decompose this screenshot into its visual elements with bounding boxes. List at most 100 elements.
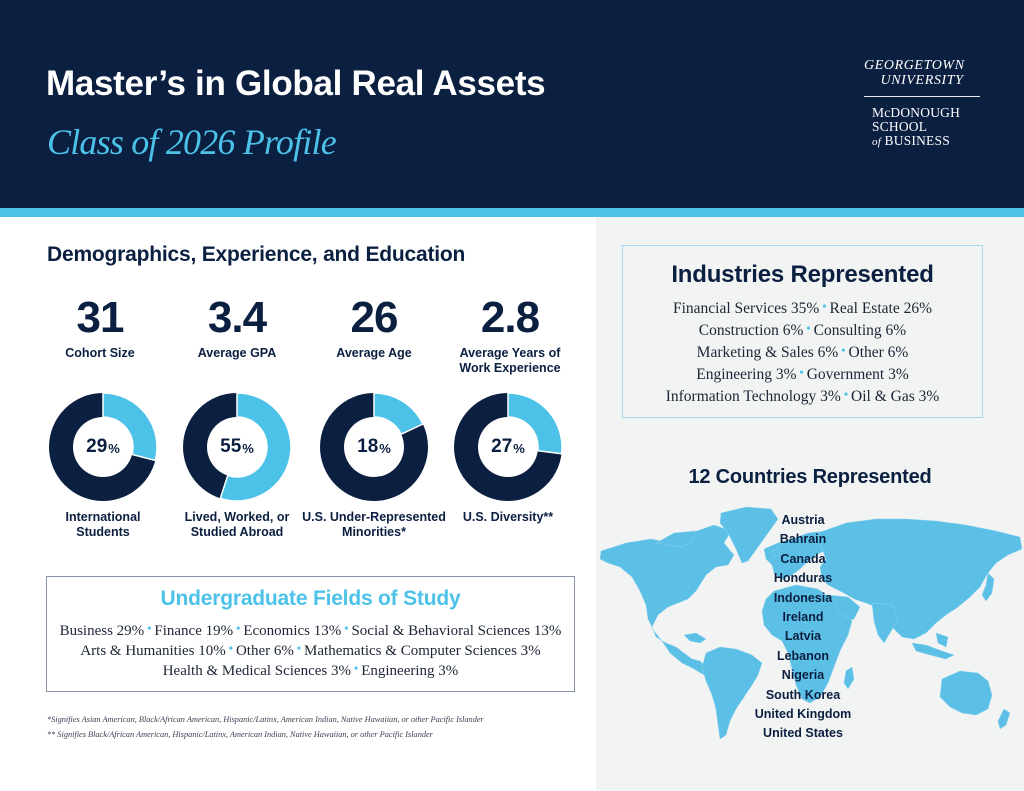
list-line: Arts & Humanities 10% • Other 6% • Mathemati… [47, 641, 574, 661]
bullet-separator-icon: • [806, 321, 811, 335]
donut-hole [344, 417, 404, 477]
country-list: Austria Bahrain Canada Honduras Indonesia Ire… [722, 511, 884, 744]
bullet-separator-icon: • [147, 621, 152, 635]
donut-label-line1: U.S. Diversity** [462, 510, 554, 524]
donut-value: 18 [357, 436, 379, 457]
stat-value: 26 [350, 293, 399, 342]
bullet-separator-icon: • [799, 365, 804, 379]
footnotes: *Signifies Asian American, Black/African… [47, 712, 484, 742]
list-item: Information Technology 3% [665, 388, 841, 405]
demographics-heading: Demographics, Experience, and Education [47, 243, 466, 266]
donut-label-line1: International [65, 510, 141, 524]
list-item: Economics 13% [243, 623, 342, 639]
donut-label-line1: Lived, Worked, or [184, 510, 290, 524]
donut-hole [73, 417, 133, 477]
list-item: Ireland [782, 610, 824, 625]
list-item: Engineering 3% [696, 366, 797, 383]
bullet-separator-icon: • [841, 343, 846, 357]
list-line: Marketing & Sales 6% • Other 6% [623, 342, 982, 364]
bullet-separator-icon: • [354, 661, 359, 675]
list-item: Lebanon [776, 648, 830, 663]
logo-school-line1: McDONOUGH [872, 105, 961, 120]
stat-value: 31 [76, 293, 125, 342]
page-title: Master’s in Global Real Assets [46, 64, 546, 103]
stat-value: 3.4 [207, 293, 267, 342]
logo-university: GEORGETOWN UNIVERSITY [864, 58, 980, 88]
donut-value: 29 [86, 436, 108, 457]
list-item: South Korea [765, 687, 841, 702]
industries-box: Industries Represented Financial Service… [622, 245, 983, 418]
fields-of-study-list: Business 29% • Finance 19% • Economics 13% • S… [47, 621, 574, 681]
footnote-single-asterisk: *Signifies Asian American, Black/African… [47, 715, 484, 724]
list-item: Health & Medical Sciences 3% [162, 663, 351, 679]
logo-university-line1: GEORGETOWN [864, 58, 965, 73]
list-line: Construction 6% • Consulting 6% [623, 320, 982, 342]
header-banner: Master’s in Global Real Assets Class of … [0, 0, 1024, 208]
list-line: Business 29% • Finance 19% • Economics 13% • S… [47, 621, 574, 641]
stat-average-gpa: 3.4 Average GPA [167, 293, 307, 361]
countries-title: 12 Countries Represented [688, 466, 932, 488]
list-item: Other 6% [848, 344, 909, 361]
donut-label-minorities: U.S. Under-Represented Minorities* [299, 510, 449, 540]
bullet-separator-icon: • [228, 641, 233, 655]
accent-stripe [0, 208, 1024, 217]
donut-label-international: International Students [28, 510, 178, 540]
list-item: Indonesia [773, 590, 833, 605]
industries-list: Financial Services 35% • Real Estate 26% Co… [623, 298, 982, 408]
list-line: Information Technology 3% • Oil & Gas 3% [623, 386, 982, 408]
stat-label: Average GPA [197, 346, 277, 360]
donut-label-diversity: U.S. Diversity** [433, 510, 583, 525]
list-line: Engineering 3% • Government 3% [623, 364, 982, 386]
stat-work-experience: 2.8 Average Years of Work Experience [440, 293, 580, 376]
donut-international-students: 29% [48, 392, 158, 502]
logo-school: McDONOUGH SCHOOL of BUSINESS [864, 106, 980, 149]
donut-lived-abroad: 55% [182, 392, 292, 502]
list-item: Real Estate 26% [829, 300, 932, 317]
list-item: Nigeria [781, 668, 825, 683]
list-item: United States [763, 726, 843, 741]
donut-center-label: 27% [453, 392, 563, 502]
footnote-double-asterisk: ** Signifies Black/African American, His… [47, 730, 433, 739]
stat-average-age: 26 Average Age [304, 293, 444, 361]
bullet-separator-icon: • [236, 621, 241, 635]
donut-chart [454, 392, 563, 501]
donut-label-line2: Students [76, 525, 130, 539]
donut-hole [207, 417, 267, 477]
logo-university-line2: UNIVERSITY [880, 73, 964, 88]
stat-label: Cohort Size [65, 346, 135, 360]
stat-label: Average Age [336, 346, 412, 360]
donut-label-line2: Studied Abroad [190, 525, 284, 539]
donut-underrepresented-minorities: 18% [319, 392, 429, 502]
list-item: Bahrain [779, 532, 827, 547]
donut-unit: % [242, 440, 254, 456]
logo-school-line3: of BUSINESS [872, 134, 980, 149]
donut-value: 27 [491, 436, 513, 457]
fields-of-study-title: Undergraduate Fields of Study [160, 587, 461, 610]
bullet-separator-icon: • [296, 641, 302, 655]
list-item: Marketing & Sales 6% [696, 344, 839, 361]
list-item: Finance 19% [154, 623, 234, 639]
list-item: Latvia [784, 629, 822, 644]
list-item: Social & Behavioral Sciences 13% [351, 623, 562, 639]
bullet-separator-icon: • [822, 299, 827, 313]
donut-chart [320, 392, 428, 501]
donut-us-diversity: 27% [453, 392, 563, 502]
list-item: Austria [781, 513, 825, 527]
georgetown-mcdonough-logo: GEORGETOWN UNIVERSITY McDONOUGH SCHOOL o… [864, 58, 980, 149]
donut-unit: % [513, 440, 525, 456]
logo-of: of [872, 136, 881, 148]
list-item: Honduras [773, 571, 833, 586]
stat-cohort-size: 31 Cohort Size [30, 293, 170, 361]
donut-center-label: 18% [319, 392, 429, 502]
industries-title: Industries Represented [671, 261, 934, 288]
list-item: Engineering 3% [361, 663, 459, 679]
donut-center-label: 55% [182, 392, 292, 502]
page-subtitle: Class of 2026 Profile [47, 122, 337, 162]
stat-value: 2.8 [480, 293, 540, 342]
bullet-separator-icon: • [843, 387, 849, 401]
list-item: Canada [780, 551, 826, 566]
list-item: Financial Services 35% [672, 300, 820, 317]
donut-hole [478, 417, 538, 477]
donut-label-line1: U.S. Under-Represented [302, 510, 446, 524]
list-item: Business 29% [59, 623, 145, 639]
